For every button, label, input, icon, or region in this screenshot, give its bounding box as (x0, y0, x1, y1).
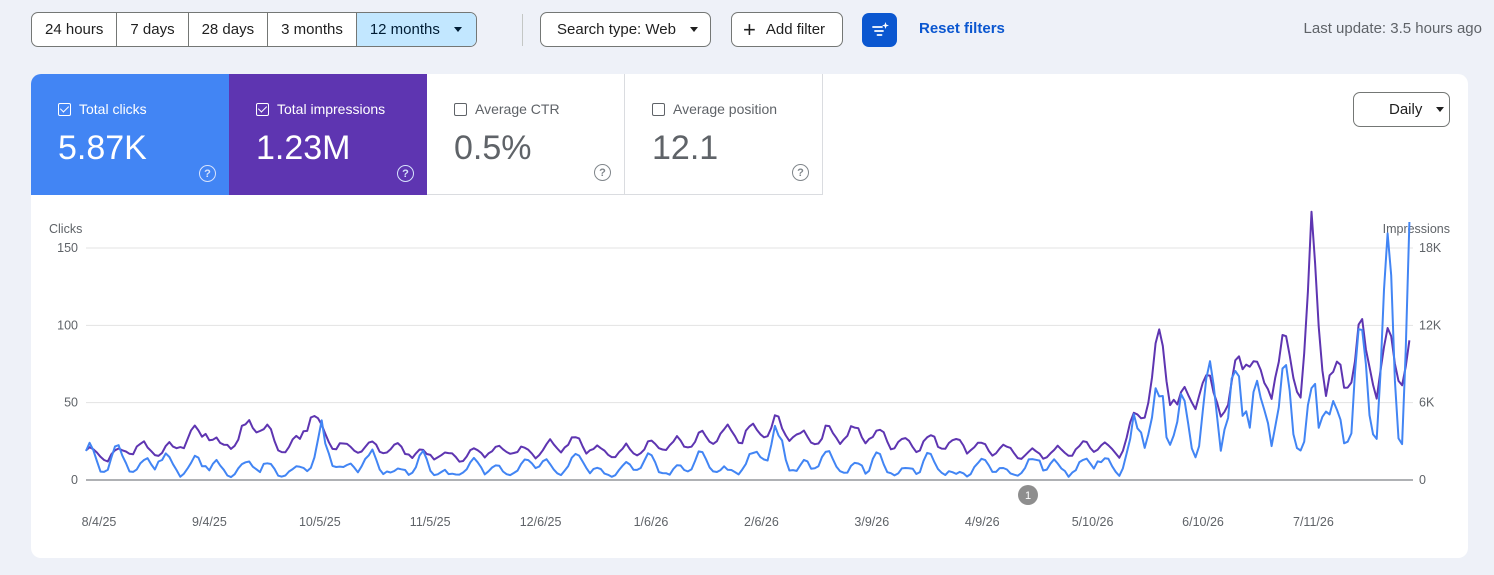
date-range-selector: 24 hours 7 days 28 days 3 months 12 mont… (31, 12, 477, 47)
add-filter-button[interactable]: + Add filter (731, 12, 844, 47)
range-3-months[interactable]: 3 months (268, 13, 357, 46)
search-type-dropdown[interactable]: Search type: Web (540, 12, 711, 47)
metric-value: 0.5% (454, 129, 532, 167)
toolbar-divider (522, 14, 523, 46)
series-line-clicks (85, 221, 1411, 479)
metric-average-ctr[interactable]: Average CTR 0.5% ? (427, 74, 625, 195)
left-tick-label: 100 (57, 318, 78, 332)
metric-label-row: Total impressions (256, 101, 385, 117)
ai-filter-button[interactable] (862, 13, 897, 47)
checkbox-unchecked-icon (454, 102, 467, 116)
checkbox-unchecked-icon (652, 102, 665, 116)
right-axis-label: Impressions (1383, 222, 1450, 236)
x-tick-label: 4/9/26 (965, 515, 1000, 529)
granularity-dropdown[interactable]: Daily (1353, 92, 1450, 127)
metric-total-clicks[interactable]: Total clicks 5.87K ? (31, 74, 229, 195)
x-tick-label: 11/5/25 (410, 515, 451, 529)
x-tick-label: 7/11/26 (1293, 515, 1334, 529)
help-icon[interactable]: ? (397, 165, 414, 182)
x-tick-label: 3/9/26 (854, 515, 889, 529)
metric-label-row: Average position (652, 101, 777, 117)
metric-label: Average CTR (475, 101, 560, 117)
x-tick-label: 12/6/25 (520, 515, 562, 529)
help-icon[interactable]: ? (594, 164, 611, 181)
metric-label: Average position (673, 101, 778, 117)
performance-chart: 150 18K 100 12K 50 6K 0 0 Clicks Impressions 8/4/2… (49, 210, 1450, 529)
x-tick-label: 10/5/25 (299, 515, 341, 529)
x-tick-label: 9/4/25 (192, 515, 227, 529)
add-filter-label: Add filter (765, 21, 826, 38)
left-tick-label: 50 (64, 396, 78, 410)
range-12-months-label: 12 months (369, 21, 440, 38)
metric-label-row: Average CTR (454, 101, 560, 117)
annotation-marker-label: 1 (1025, 490, 1031, 502)
range-28-days[interactable]: 28 days (189, 13, 269, 46)
range-7-days[interactable]: 7 days (117, 13, 189, 46)
range-24-hours[interactable]: 24 hours (32, 13, 118, 46)
x-tick-label: 2/6/26 (744, 515, 779, 529)
left-tick-label: 150 (57, 241, 78, 255)
right-tick-label: 6K (1419, 396, 1435, 410)
help-icon[interactable]: ? (792, 164, 809, 181)
left-axis-label: Clicks (49, 222, 82, 236)
help-icon[interactable]: ? (199, 165, 216, 182)
left-tick-label: 0 (71, 473, 78, 487)
plus-icon: + (743, 16, 756, 42)
x-tick-label: 6/10/26 (1182, 515, 1224, 529)
chevron-down-icon (453, 27, 462, 32)
x-tick-label: 5/10/26 (1072, 515, 1114, 529)
reset-filters-link[interactable]: Reset filters (919, 20, 1005, 37)
right-tick-label: 18K (1419, 241, 1442, 255)
metric-average-position[interactable]: Average position 12.1 ? (625, 74, 823, 195)
checkbox-checked-icon (58, 102, 71, 116)
x-tick-label: 1/6/26 (634, 515, 669, 529)
sparkle-filter-icon (871, 22, 889, 36)
chevron-down-icon (1436, 107, 1445, 112)
metric-value: 5.87K (58, 129, 147, 167)
checkbox-checked-icon (256, 102, 269, 116)
last-update-text: Last update: 3.5 hours ago (1303, 20, 1482, 37)
granularity-label: Daily (1389, 101, 1423, 118)
right-tick-label: 0 (1419, 473, 1426, 487)
annotation-marker[interactable] (1018, 485, 1038, 505)
performance-card: 150 18K 100 12K 50 6K 0 0 Clicks Impressions 8/4/2… (31, 74, 1468, 558)
metric-value: 1.23M (256, 129, 351, 167)
metric-label: Total impressions (277, 101, 386, 117)
range-12-months[interactable]: 12 months (356, 13, 476, 46)
metric-label: Total clicks (79, 101, 147, 117)
metric-label-row: Total clicks (58, 101, 147, 117)
series-line-impressions (85, 210, 1411, 463)
metric-total-impressions[interactable]: Total impressions 1.23M ? (229, 74, 427, 195)
chevron-down-icon (689, 27, 698, 32)
metric-value: 12.1 (652, 129, 719, 167)
search-type-label: Search type: Web (557, 21, 676, 38)
x-tick-label: 8/4/25 (82, 515, 117, 529)
right-tick-label: 12K (1419, 318, 1442, 332)
